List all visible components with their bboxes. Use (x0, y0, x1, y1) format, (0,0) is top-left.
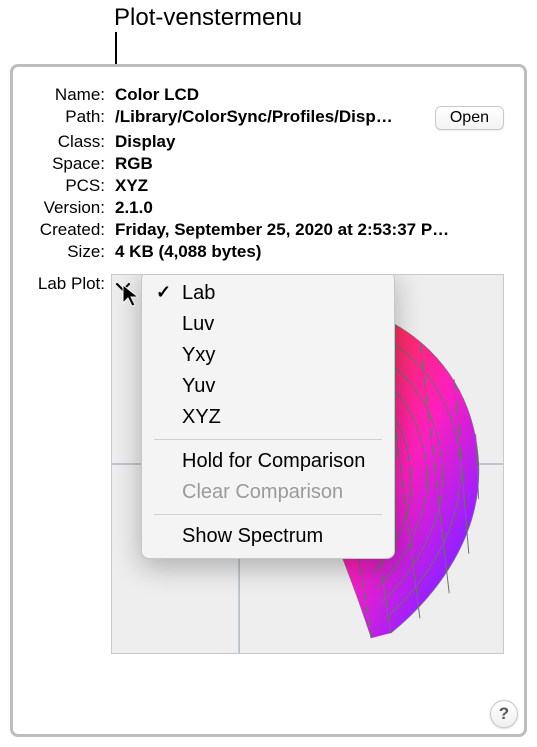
label-name: Name: (25, 85, 105, 105)
menu-separator (154, 439, 382, 440)
value-path: /Library/ColorSync/Profiles/Disp… (115, 107, 425, 127)
menu-item-lab[interactable]: Lab (142, 278, 394, 309)
label-path: Path: (25, 107, 105, 127)
value-name: Color LCD (115, 85, 504, 105)
value-space: RGB (115, 154, 504, 174)
label-space: Space: (25, 154, 105, 174)
menu-item-luv[interactable]: Luv (142, 309, 394, 340)
value-pcs: XYZ (115, 176, 504, 196)
lab-plot-canvas[interactable]: Lab Luv Yxy Yuv XYZ Hold for Comparison … (111, 274, 504, 654)
label-size: Size: (25, 242, 105, 262)
profile-panel: Name: Color LCD Path: /Library/ColorSync… (10, 64, 527, 737)
help-button[interactable]: ? (490, 700, 518, 728)
menu-item-clear-comparison: Clear Comparison (142, 477, 394, 508)
value-class: Display (115, 132, 504, 152)
profile-info-grid: Name: Color LCD Path: /Library/ColorSync… (25, 85, 504, 262)
value-version: 2.1.0 (115, 198, 504, 218)
label-labplot: Lab Plot: (25, 274, 105, 294)
open-button[interactable]: Open (435, 106, 504, 130)
plot-popup-menu: Lab Luv Yxy Yuv XYZ Hold for Comparison … (141, 274, 395, 559)
chevron-down-icon (116, 283, 130, 291)
value-size: 4 KB (4,088 bytes) (115, 242, 504, 262)
label-version: Version: (25, 198, 105, 218)
menu-item-hold-comparison[interactable]: Hold for Comparison (142, 446, 394, 477)
annotation-label: Plot-venstermenu (114, 4, 302, 32)
label-created: Created: (25, 220, 105, 240)
label-class: Class: (25, 132, 105, 152)
menu-separator (154, 514, 382, 515)
menu-item-show-spectrum[interactable]: Show Spectrum (142, 521, 394, 552)
menu-item-yuv[interactable]: Yuv (142, 371, 394, 402)
menu-item-xyz[interactable]: XYZ (142, 402, 394, 433)
menu-item-yxy[interactable]: Yxy (142, 340, 394, 371)
label-pcs: PCS: (25, 176, 105, 196)
plot-menu-trigger[interactable] (112, 277, 134, 297)
value-created: Friday, September 25, 2020 at 2:53:37 P… (115, 220, 504, 240)
